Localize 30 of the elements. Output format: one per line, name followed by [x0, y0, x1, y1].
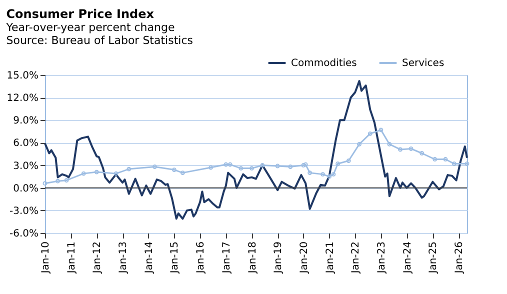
chart-title: Consumer Price Index — [6, 7, 154, 21]
y-tick-label: 6.0% — [13, 138, 38, 150]
x-tick-label: Jan-16 — [196, 242, 207, 274]
chart-subtitle: Year-over-year percent change — [5, 21, 175, 34]
y-tick-label: -3.0% — [9, 206, 38, 217]
x-tick-label: Jan-14 — [144, 242, 155, 274]
x-tick-label: Jan-23 — [376, 242, 388, 274]
x-tick-label: Jan-24 — [402, 242, 414, 274]
x-tick-label: Jan-20 — [298, 242, 310, 274]
x-tick-label: Jan-22 — [350, 242, 362, 274]
x-tick-label: Jan-19 — [273, 242, 284, 274]
y-tick-label: 15.0% — [6, 70, 38, 82]
x-tick-label: Jan-12 — [92, 242, 104, 274]
y-tick-label: 0.0% — [13, 183, 38, 194]
x-tick-label: Jan-13 — [118, 242, 130, 274]
legend-label: Commodities — [291, 58, 357, 69]
x-tick-label: Jan-11 — [66, 242, 78, 274]
y-tick-label: 12.0% — [6, 93, 38, 104]
x-tick-label: Jan-17 — [221, 242, 232, 274]
source-note: Source: Bureau of Labor Statistics — [6, 34, 194, 47]
y-tick-label: -6.0% — [9, 228, 38, 240]
x-tick-label: Jan-21 — [324, 242, 336, 274]
y-tick-label: 9.0% — [13, 116, 38, 127]
x-tick-label: Jan-26 — [454, 242, 466, 274]
legend-label: Services — [402, 58, 444, 69]
y-tick-label: 3.0% — [13, 160, 38, 172]
x-tick-label: Jan-18 — [247, 242, 258, 274]
x-tick-label: Jan-15 — [170, 242, 181, 274]
x-tick-label: Jan-10 — [40, 242, 52, 274]
x-tick-label: Jan-25 — [428, 242, 440, 274]
